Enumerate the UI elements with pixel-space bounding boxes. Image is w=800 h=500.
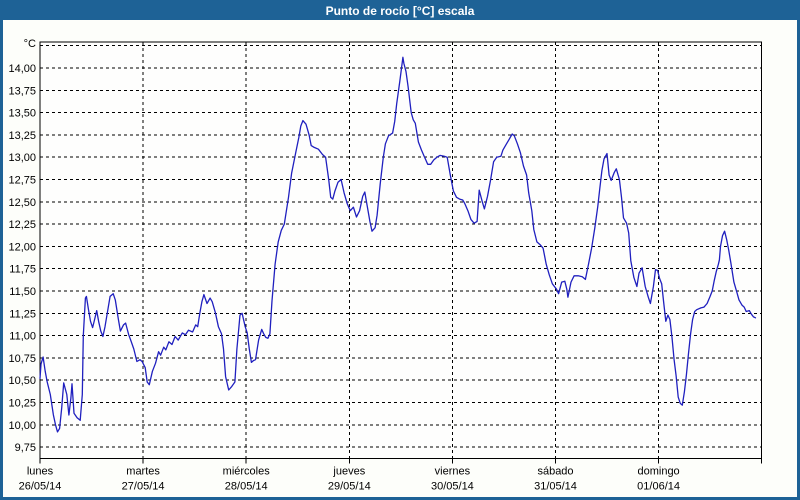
y-tick-label: 10,50 xyxy=(8,375,36,387)
y-tick-label: 12,75 xyxy=(8,175,36,187)
x-tick-day-label: viernes xyxy=(435,466,471,478)
x-tick-day-label: sábado xyxy=(537,466,573,478)
y-tick-label: 10,00 xyxy=(8,420,36,432)
window-title: Punto de rocío [°C] escala xyxy=(326,4,475,18)
y-tick-label: 10,25 xyxy=(8,398,36,410)
plot-area: 9,75 10,00 10,25 10,50 10,75 11,00 11,25 11,50 1… xyxy=(8,41,763,493)
x-tick-date-label: 30/05/14 xyxy=(431,481,474,493)
y-tick-label: 11,25 xyxy=(9,308,36,320)
y-tick-label: 12,50 xyxy=(8,197,36,209)
x-tick-date-label: 01/06/14 xyxy=(637,481,680,493)
x-tick-date-label: 27/05/14 xyxy=(122,481,165,493)
x-tick-date-label: 29/05/14 xyxy=(328,481,371,493)
x-tick-day-label: jueves xyxy=(332,466,365,478)
y-tick-label: 11,75 xyxy=(9,264,36,276)
x-tick-date-label: 26/05/14 xyxy=(19,481,62,493)
y-tick-label: 12,00 xyxy=(8,241,36,253)
x-tick-date-label: 31/05/14 xyxy=(534,481,577,493)
dew-point-series-line xyxy=(39,56,757,433)
y-axis-unit-label: °C xyxy=(24,38,36,50)
x-tick-day-label: lunes xyxy=(27,466,54,478)
x-tick-day-label: martes xyxy=(126,466,160,478)
y-tick-label: 13,75 xyxy=(8,85,36,97)
x-tick-day-label: domingo xyxy=(637,466,679,478)
y-tick-label: 14,00 xyxy=(8,63,36,75)
y-tick-label: 11,00 xyxy=(9,331,36,343)
y-tick-label: 13,00 xyxy=(8,152,36,164)
x-tick-date-label: 28/05/14 xyxy=(225,481,268,493)
y-tick-label: 11,50 xyxy=(9,286,36,298)
plot-background xyxy=(40,42,762,459)
plot-border xyxy=(39,41,763,459)
y-tick-label: 13,25 xyxy=(8,130,36,142)
y-tick-label: 13,50 xyxy=(8,108,36,120)
y-tick-label: 10,75 xyxy=(8,353,36,365)
x-tick-day-label: miércoles xyxy=(223,466,271,478)
y-tick-label: 12,25 xyxy=(8,219,36,231)
y-tick-label: 9,75 xyxy=(15,442,36,454)
